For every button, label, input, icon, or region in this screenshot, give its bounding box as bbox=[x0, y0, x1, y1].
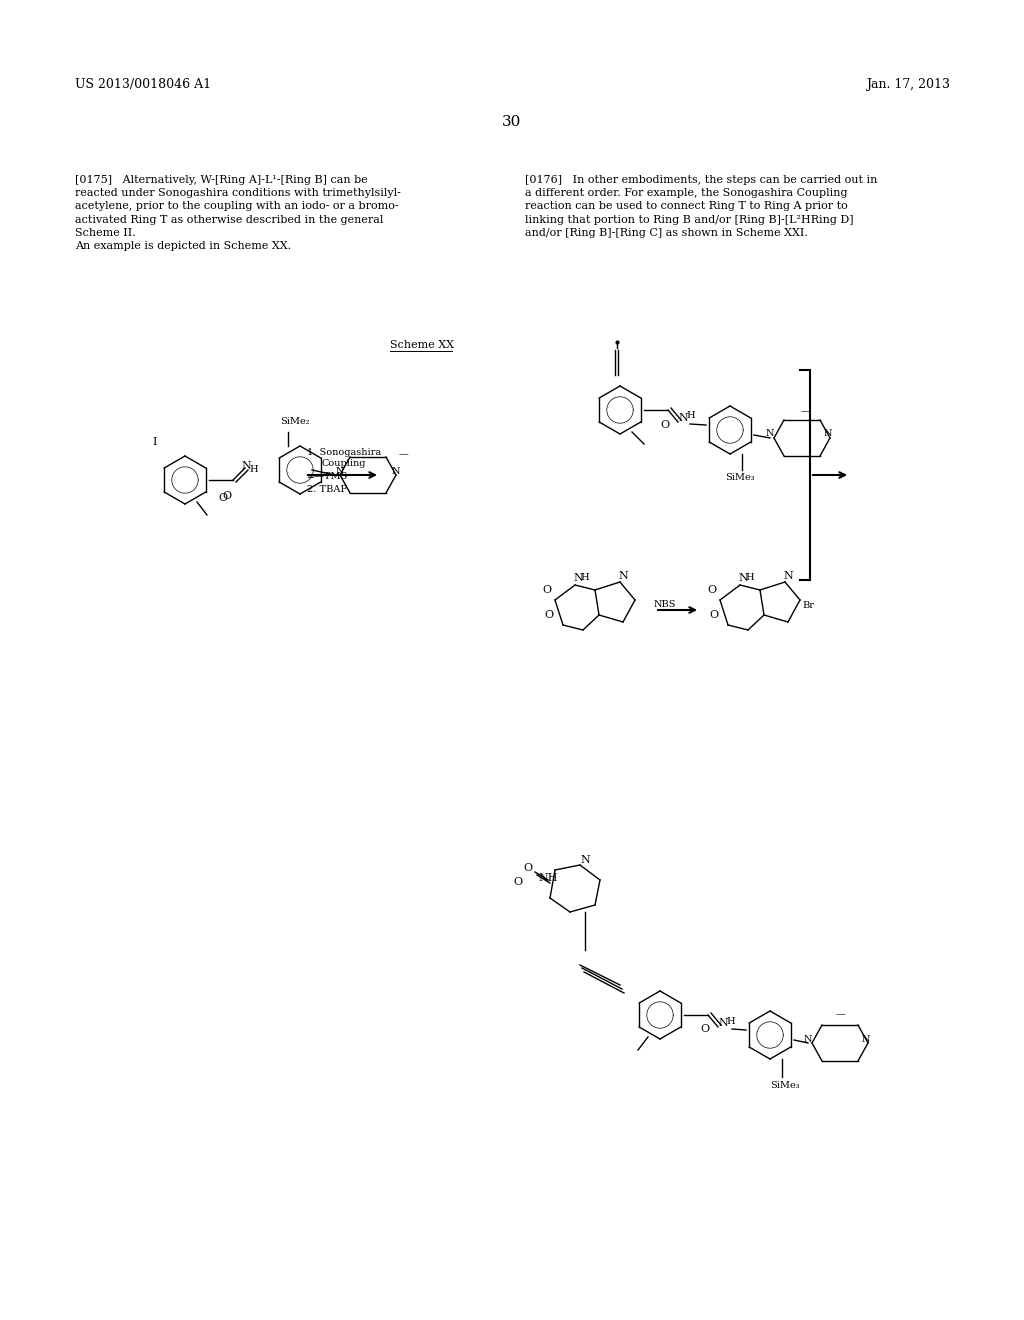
Text: ≡—TMS: ≡—TMS bbox=[307, 473, 348, 480]
Text: Br: Br bbox=[802, 601, 814, 610]
Text: Coupling: Coupling bbox=[322, 459, 367, 469]
Text: H: H bbox=[686, 412, 694, 421]
Text: H: H bbox=[249, 466, 258, 474]
Text: O: O bbox=[523, 863, 532, 873]
Text: O: O bbox=[218, 492, 227, 503]
Text: N: N bbox=[678, 413, 688, 422]
Text: —: — bbox=[836, 1011, 845, 1019]
Text: N: N bbox=[738, 573, 748, 583]
Text: 30: 30 bbox=[503, 115, 521, 129]
Text: N: N bbox=[823, 429, 833, 438]
Text: N: N bbox=[392, 466, 400, 475]
Text: SiMe₃: SiMe₃ bbox=[725, 474, 755, 483]
Text: H: H bbox=[726, 1016, 734, 1026]
Text: O: O bbox=[222, 491, 231, 502]
Text: N: N bbox=[581, 855, 590, 865]
Text: N: N bbox=[718, 1018, 728, 1028]
Text: N: N bbox=[783, 572, 793, 581]
Text: O: O bbox=[708, 585, 717, 595]
Text: US 2013/0018046 A1: US 2013/0018046 A1 bbox=[75, 78, 211, 91]
Text: O: O bbox=[710, 610, 719, 620]
Text: 1. Sonogashira: 1. Sonogashira bbox=[307, 447, 381, 457]
Text: SiMe₃: SiMe₃ bbox=[770, 1081, 800, 1089]
Text: [0175]   Alternatively, W-[Ring A]-L¹-[Ring B] can be
reacted under Sonogashira : [0175] Alternatively, W-[Ring A]-L¹-[Rin… bbox=[75, 176, 400, 251]
Text: O: O bbox=[660, 420, 670, 430]
Text: N: N bbox=[336, 466, 344, 475]
Text: 2. TBAF: 2. TBAF bbox=[307, 484, 347, 494]
Text: Scheme XX: Scheme XX bbox=[390, 341, 454, 350]
Text: —: — bbox=[398, 450, 408, 459]
Text: O: O bbox=[513, 876, 522, 887]
Text: N: N bbox=[618, 572, 628, 581]
Text: —: — bbox=[800, 408, 810, 417]
Text: NH: NH bbox=[538, 873, 557, 883]
Text: NBS: NBS bbox=[653, 601, 676, 609]
Text: N: N bbox=[241, 461, 251, 471]
Text: O: O bbox=[545, 610, 554, 620]
Text: H: H bbox=[580, 573, 589, 582]
Text: N: N bbox=[804, 1035, 812, 1044]
Text: H: H bbox=[745, 573, 754, 582]
Text: I: I bbox=[153, 437, 158, 447]
Text: N: N bbox=[862, 1035, 870, 1044]
Text: SiMe₂: SiMe₂ bbox=[281, 417, 309, 426]
Text: O: O bbox=[700, 1024, 710, 1034]
Text: Jan. 17, 2013: Jan. 17, 2013 bbox=[866, 78, 950, 91]
Text: O: O bbox=[543, 585, 552, 595]
Text: N: N bbox=[766, 429, 774, 438]
Text: [0176]   In other embodiments, the steps can be carried out in
a different order: [0176] In other embodiments, the steps c… bbox=[525, 176, 878, 238]
Text: N: N bbox=[573, 573, 583, 583]
